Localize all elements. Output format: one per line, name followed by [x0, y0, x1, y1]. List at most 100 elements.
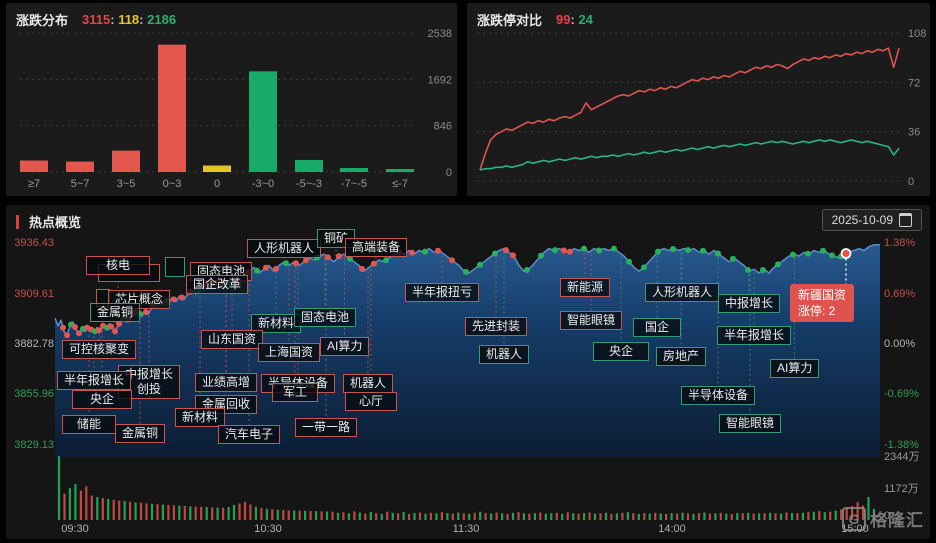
- hotspot-tag[interactable]: 半年报增长: [717, 326, 792, 345]
- y-tick: 1692: [428, 74, 452, 86]
- hotspot-tag[interactable]: AI算力: [320, 337, 370, 356]
- hover-tooltip: 新疆国资 涨停: 2: [790, 284, 855, 322]
- distribution-bar: [158, 44, 186, 173]
- volume-axis-label: 0: [884, 510, 891, 522]
- hotspot-tag[interactable]: 人形机器人: [247, 239, 322, 258]
- hotspot-tag[interactable]: 智能眼镜: [719, 414, 782, 433]
- hotspot-tag[interactable]: 央企: [72, 390, 132, 409]
- hotspot-tag[interactable]: 智能眼镜: [560, 311, 623, 330]
- pct-axis-label: 0.00%: [884, 338, 916, 350]
- hotspot-tag-text: 央企: [608, 344, 633, 358]
- limit-series-red: [479, 47, 900, 171]
- hotspot-tag-text: 先进封装: [472, 319, 521, 333]
- limit-series-green: [479, 139, 900, 171]
- hotspot-tag-text: 半年报增长: [724, 328, 785, 342]
- hotspot-overview-panel: 热点概览 2025-10-09 3936.43 3909.61 3882.78 385…: [6, 205, 930, 539]
- hotspot-tag[interactable]: 一带一路: [295, 418, 358, 437]
- hotspot-tag[interactable]: 国企改革: [186, 275, 249, 294]
- limit-title: 涨跌停对比: [477, 13, 543, 28]
- updown-distribution-panel: 涨跌分布 3115: 118: 2186 2538 1692 846 0 ≥7 5~7 3~…: [6, 3, 457, 196]
- x-tick: ≥7: [28, 178, 40, 190]
- time-axis-label: 10:30: [254, 523, 282, 535]
- hotspot-tag[interactable]: 军工: [272, 383, 318, 402]
- hotspot-tag[interactable]: 固态电池: [294, 308, 357, 327]
- x-tick: 3~5: [117, 178, 136, 190]
- hotspot-tag-text: 中报增长: [125, 367, 174, 381]
- hotspot-tag-text: 金属回收: [202, 397, 251, 411]
- hotspot-tag[interactable]: 中报增长: [718, 294, 781, 313]
- distribution-bar: [66, 161, 94, 172]
- limit-line-chart: 108 72 36 0: [477, 28, 926, 188]
- hotspot-tag[interactable]: 半年报扭亏: [405, 283, 480, 302]
- hotspot-tag[interactable]: 国企: [633, 318, 681, 337]
- hotspot-tag[interactable]: 心厅: [345, 392, 397, 411]
- y-tick: 108: [908, 28, 926, 40]
- date-picker[interactable]: 2025-10-09: [821, 209, 922, 231]
- hotspot-tag[interactable]: 新能源: [560, 278, 611, 297]
- watermark-text: 格隆汇: [870, 511, 924, 530]
- price-axis-label: 3882.78: [14, 338, 54, 350]
- hotspot-tag[interactable]: 核电: [86, 256, 150, 275]
- hotspot-tag[interactable]: 新材料: [175, 408, 226, 427]
- distribution-bar: [295, 159, 323, 172]
- hotspot-tag[interactable]: 央企: [593, 342, 649, 361]
- hotspot-tag-text: 半年报扭亏: [412, 285, 473, 299]
- hotspot-tag-text: 高端装备: [352, 240, 401, 254]
- hotspot-tag[interactable]: 半导体设备: [681, 386, 756, 405]
- hotspot-tag-text: 业绩高增: [202, 375, 251, 389]
- time-axis-label: 14:00: [658, 523, 686, 535]
- hotspot-tag-text: 国企改革: [193, 277, 242, 291]
- hotspot-tag[interactable]: 汽车电子: [218, 425, 281, 444]
- volume-axis-label: 2344万: [884, 451, 920, 463]
- price-axis-label: 3936.43: [14, 237, 54, 249]
- y-tick: 72: [908, 77, 920, 89]
- price-axis-label: 3829.13: [14, 439, 54, 451]
- distribution-bar: [249, 71, 277, 172]
- y-tick: 2538: [428, 28, 452, 40]
- hotspot-tag-text: 人形机器人: [652, 285, 713, 299]
- pct-axis-label: -0.69%: [884, 388, 919, 400]
- hotspot-tag[interactable]: 可控核聚变: [62, 340, 137, 359]
- hotspot-tag[interactable]: 新材料: [251, 314, 302, 333]
- hotspot-tag[interactable]: 房地产: [656, 347, 707, 366]
- hotspot-tag-text: 半年报增长: [64, 373, 125, 387]
- hotspot-tag-text: 新材料: [182, 410, 219, 424]
- hotspot-tag-text: 央企: [89, 392, 114, 406]
- hotspot-tag-text: 固态电池: [197, 264, 246, 278]
- hotspot-tag-text: 金属铜: [97, 305, 134, 319]
- hotspot-tag-text: 芯片概念: [115, 292, 164, 306]
- hotspot-title: 热点概览: [29, 215, 82, 230]
- hotspot-tag[interactable]: 机器人: [343, 374, 394, 393]
- time-axis-label: 09:30: [61, 523, 89, 535]
- x-tick: -3~0: [252, 178, 274, 190]
- y-tick: 36: [908, 127, 920, 139]
- hotspot-tag-text: 智能眼镜: [726, 416, 775, 430]
- hotspot-tag[interactable]: 先进封装: [465, 317, 528, 336]
- hotspot-tag-text: 房地产: [663, 349, 700, 363]
- hotspot-tag[interactable]: 上海国资: [258, 343, 321, 362]
- hotspot-tag[interactable]: 业绩高增: [195, 373, 258, 392]
- hotspot-tag[interactable]: 储能: [62, 415, 116, 434]
- hotspot-tag-text: 新能源: [567, 280, 604, 294]
- hotspot-tag-text: 汽车电子: [225, 427, 274, 441]
- hotspot-tag-text: 铜矿: [324, 231, 349, 245]
- hotspot-tag[interactable]: 金属铜: [115, 424, 166, 443]
- hotspot-tag-text: AI算力: [327, 339, 363, 353]
- hotspot-tag-text: 金属铜: [122, 426, 159, 440]
- hotspot-tag[interactable]: AI算力: [770, 359, 820, 378]
- hotspot-tag-text: 机器人: [350, 376, 387, 390]
- price-axis-label: 3909.61: [14, 288, 54, 300]
- hotspot-tag[interactable]: 金属铜: [90, 303, 141, 322]
- hotspot-tag-text: 机器人: [486, 347, 523, 361]
- hotspot-tag[interactable]: 机器人: [479, 345, 530, 364]
- hotspot-tag[interactable]: 山东国资: [201, 330, 264, 349]
- separator: :: [139, 12, 144, 27]
- hotspot-tag-text: 山东国资: [208, 332, 257, 346]
- hotspot-tag[interactable]: 高端装备: [345, 238, 408, 257]
- hotspot-tag[interactable]: 人形机器人: [645, 283, 720, 302]
- distribution-bar: [20, 160, 48, 172]
- hotspot-tag-text: 中报增长: [725, 296, 774, 310]
- hotspot-tag-text: AI算力: [777, 361, 813, 375]
- hotspot-tag-text: 可控核聚变: [69, 342, 130, 356]
- hotspot-tag[interactable]: 半年报增长: [57, 371, 132, 390]
